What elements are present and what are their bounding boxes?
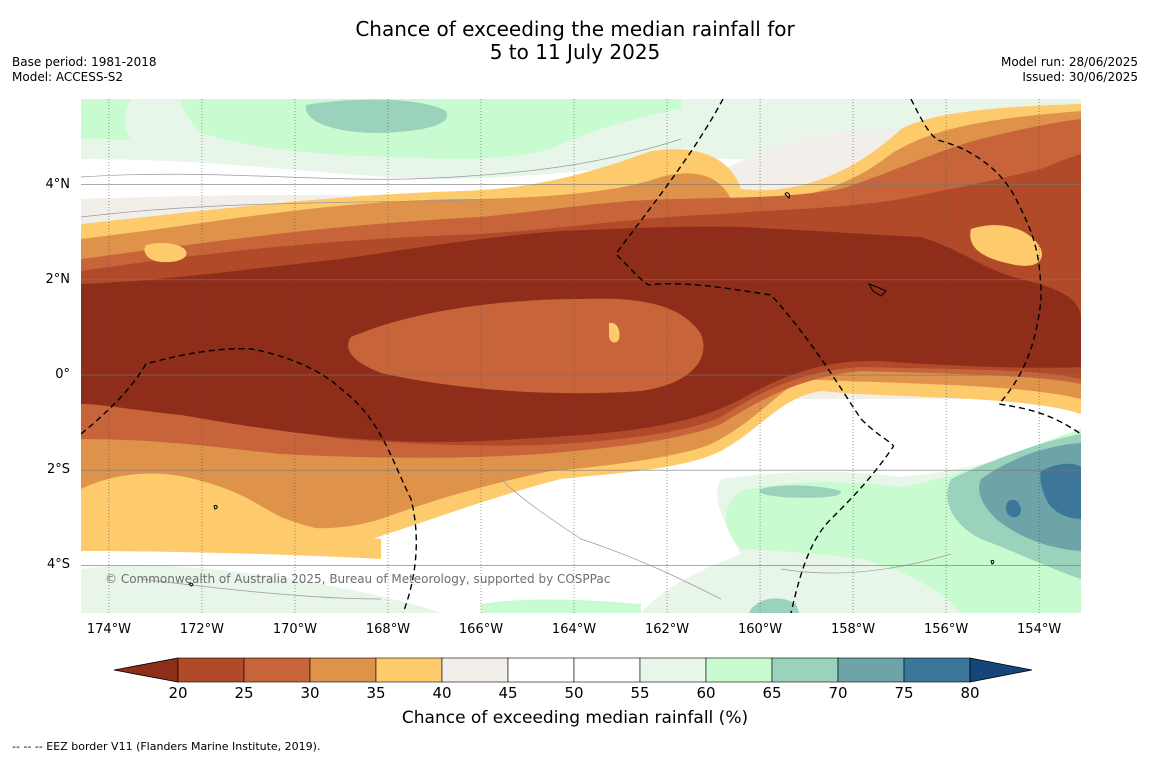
longitude-label: 164°W xyxy=(551,622,597,637)
model-text: Model: ACCESS-S2 xyxy=(12,70,124,84)
colorbar-cell xyxy=(243,657,311,683)
contour-65-south-edge xyxy=(749,598,799,613)
colorbar-cell xyxy=(639,657,707,683)
longitude-label: 170°W xyxy=(272,622,318,637)
contour-75-spot xyxy=(1005,499,1021,518)
colorbar-tick-label: 60 xyxy=(696,684,716,702)
colorbar-tick-label: 25 xyxy=(234,684,254,702)
colorbar-cell xyxy=(375,657,443,683)
latitude-label: 4°S xyxy=(46,557,70,573)
eez-border-central xyxy=(615,99,895,613)
contour-30-embedded xyxy=(348,298,704,394)
colorbar-cell xyxy=(441,657,509,683)
contour-35-w-patch xyxy=(144,243,187,263)
eez-border-east xyxy=(910,99,1081,435)
colorbar-cell xyxy=(177,657,245,683)
colorbar-cell xyxy=(771,657,839,683)
colorbar-over-arrow xyxy=(969,657,1033,683)
colorbar-cells xyxy=(113,657,1033,683)
title-line-2: 5 to 11 July 2025 xyxy=(489,40,661,64)
colorbar-cell xyxy=(705,657,773,683)
latitude-label: 4°N xyxy=(45,176,71,192)
longitude-label: 156°W xyxy=(924,622,969,637)
meta-right: Model run: 28/06/2025 Issued: 30/06/2025 xyxy=(1001,55,1138,85)
eez-borders xyxy=(81,99,1081,613)
title-line-1: Chance of exceeding the median rainfall … xyxy=(355,17,795,41)
islands xyxy=(188,192,995,587)
colorbar-tick-label: 40 xyxy=(432,684,452,702)
rainfall-map[interactable]: © Commonwealth of Australia 2025, Bureau… xyxy=(81,99,1081,613)
longitude-label: 172°W xyxy=(179,622,224,637)
island-1 xyxy=(867,283,887,297)
island-2 xyxy=(784,192,790,199)
colorbar-tick-label: 35 xyxy=(366,684,386,702)
contour-lines xyxy=(81,138,952,600)
colorbar-tick-label: 30 xyxy=(300,684,320,702)
longitude-label: 168°W xyxy=(365,622,411,637)
map-canvas xyxy=(81,99,1081,613)
latitude-label: 2°S xyxy=(46,462,70,478)
colorbar-cell xyxy=(837,657,905,683)
longitude-label: 162°W xyxy=(644,622,690,637)
colorbar-tick-label: 50 xyxy=(564,684,584,702)
island-5 xyxy=(188,582,194,587)
graticule xyxy=(81,99,1081,613)
colorbar-cell xyxy=(903,657,971,683)
contour-75-south xyxy=(1040,463,1081,519)
latitude-label: 2°N xyxy=(45,271,71,287)
longitude-label: 154°W xyxy=(1017,622,1062,637)
colorbar-cell xyxy=(309,657,377,683)
longitude-label: 158°W xyxy=(830,622,876,637)
eez-legend-note: -- -- -- EEZ border V11 (Flanders Marine… xyxy=(12,740,321,753)
longitude-label: 166°W xyxy=(458,622,504,637)
colorbar-tick-label: 75 xyxy=(894,684,914,702)
contour-35-ne-patch xyxy=(970,225,1042,266)
contour-60-north-west xyxy=(81,99,131,140)
colorbar-tick-label: 70 xyxy=(828,684,848,702)
contour-35-spot xyxy=(609,322,620,343)
longitude-label: 174°W xyxy=(86,622,131,637)
colorbar xyxy=(113,657,1033,683)
contour-65-patch xyxy=(759,485,842,498)
copyright-text: © Commonwealth of Australia 2025, Bureau… xyxy=(105,572,611,586)
issued-text: Issued: 30/06/2025 xyxy=(1022,70,1138,84)
island-3 xyxy=(213,504,218,510)
island-4 xyxy=(990,559,995,565)
colorbar-under-arrow xyxy=(113,657,179,683)
contour-65-north xyxy=(305,99,448,133)
model-run-text: Model run: 28/06/2025 xyxy=(1000,55,1138,69)
meta-left: Base period: 1981-2018 Model: ACCESS-S2 xyxy=(12,55,157,85)
colorbar-tick-label: 20 xyxy=(168,684,188,702)
contour-60-north xyxy=(181,99,681,159)
contour-35-south-west xyxy=(81,473,381,559)
contour-60-south-patch xyxy=(481,599,641,613)
colorbar-cell xyxy=(573,657,641,683)
colorbar-cell xyxy=(507,657,575,683)
colorbar-tick-label: 55 xyxy=(630,684,650,702)
eez-border-west xyxy=(81,347,417,613)
contour-55-south-west xyxy=(81,565,441,613)
map-title: Chance of exceeding the median rainfall … xyxy=(0,18,1150,64)
colorbar-tick-label: 45 xyxy=(498,684,518,702)
colorbar-tick-label: 65 xyxy=(762,684,782,702)
longitude-label: 160°W xyxy=(737,622,783,637)
base-period-text: Base period: 1981-2018 xyxy=(12,55,157,69)
colorbar-label: Chance of exceeding median rainfall (%) xyxy=(401,708,749,728)
latitude-label: 0° xyxy=(55,367,70,383)
colorbar-tick-label: 80 xyxy=(960,684,980,702)
